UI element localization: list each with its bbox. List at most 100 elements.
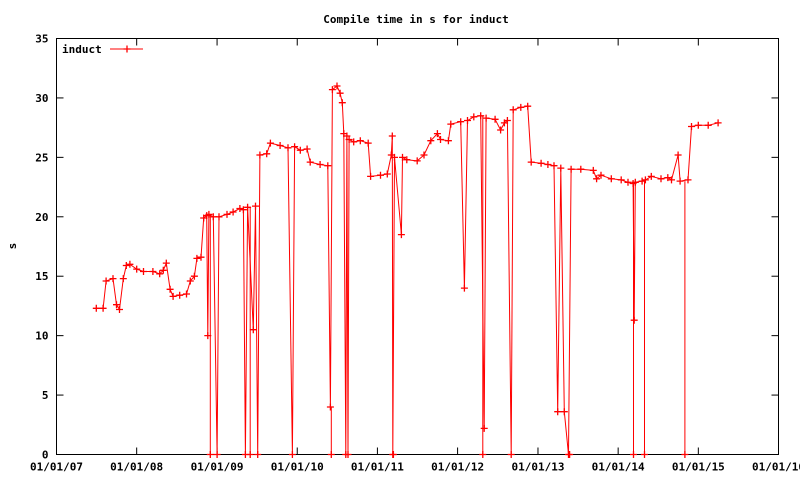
data-point-induct xyxy=(433,130,441,138)
data-point-induct xyxy=(641,176,649,184)
data-point-induct xyxy=(704,121,712,129)
x-tick-label: 01/01/13 xyxy=(511,461,564,474)
data-point-induct xyxy=(288,451,296,458)
data-point-induct xyxy=(102,277,110,285)
data-point-induct xyxy=(491,115,499,123)
data-point-induct xyxy=(338,99,346,107)
data-point-induct xyxy=(509,106,517,114)
data-point-induct xyxy=(336,89,344,97)
data-point-induct xyxy=(413,157,421,165)
data-point-induct xyxy=(524,102,532,110)
data-point-induct xyxy=(254,451,262,458)
data-point-induct xyxy=(464,117,471,124)
data-point-induct xyxy=(457,118,465,126)
data-point-induct xyxy=(480,424,488,432)
x-tick-label: 01/01/14 xyxy=(592,461,645,474)
data-point-induct xyxy=(176,291,184,299)
data-point-induct xyxy=(236,205,244,212)
data-point-induct xyxy=(205,210,213,218)
legend-label-induct: induct xyxy=(62,43,102,56)
data-point-induct xyxy=(694,121,702,129)
data-point-induct xyxy=(427,137,435,145)
data-point-induct xyxy=(249,326,257,334)
y-tick-label: 30 xyxy=(35,92,48,105)
data-point-induct xyxy=(647,172,655,180)
data-point-induct xyxy=(630,451,637,458)
data-point-induct xyxy=(593,175,601,183)
x-tick-label: 01/01/11 xyxy=(351,461,404,474)
data-point-induct xyxy=(252,202,259,210)
y-axis-label: s xyxy=(6,243,19,250)
data-point-induct xyxy=(92,304,100,312)
data-point-induct xyxy=(444,137,452,145)
data-point-induct xyxy=(399,153,406,161)
data-point-induct xyxy=(140,268,147,275)
data-point-induct xyxy=(156,270,164,278)
data-point-induct xyxy=(497,126,505,134)
data-point-induct xyxy=(364,139,372,147)
data-point-induct xyxy=(327,451,335,458)
data-point-induct xyxy=(326,403,334,411)
data-point-induct xyxy=(276,142,284,149)
data-point-induct xyxy=(557,164,565,172)
data-point-induct xyxy=(664,174,672,182)
data-point-induct xyxy=(597,171,605,179)
data-point-induct xyxy=(333,82,341,90)
data-point-induct xyxy=(684,176,692,184)
data-point-induct xyxy=(215,213,223,221)
data-point-induct xyxy=(517,103,525,111)
data-point-induct xyxy=(383,170,391,178)
data-point-induct xyxy=(470,113,478,121)
data-point-induct xyxy=(377,171,384,179)
data-point-induct xyxy=(460,284,468,292)
data-point-induct xyxy=(263,150,271,158)
data-point-induct xyxy=(589,166,597,174)
chart-title: Compile time in s for induct xyxy=(323,13,508,26)
data-point-induct xyxy=(681,451,689,458)
data-point-induct xyxy=(544,161,552,168)
data-point-induct xyxy=(213,451,221,458)
data-point-induct xyxy=(607,175,615,183)
data-point-induct xyxy=(162,259,170,267)
data-point-induct xyxy=(186,277,194,285)
data-point-induct xyxy=(197,253,205,261)
data-point-induct xyxy=(482,114,490,122)
data-point-induct xyxy=(183,290,190,298)
data-point-induct xyxy=(166,285,174,293)
data-point-induct xyxy=(256,151,264,159)
data-point-induct xyxy=(229,208,237,216)
x-tick-label: 01/01/12 xyxy=(431,461,484,474)
data-point-induct xyxy=(668,176,675,184)
data-point-induct xyxy=(246,451,254,458)
data-point-induct xyxy=(99,304,107,312)
data-point-induct xyxy=(239,206,247,214)
axis-ticks: 0 5 10 15 20 25 30 35 01/01/07 01/01/08 01/01/09 01… xyxy=(30,33,800,474)
data-point-induct xyxy=(133,265,141,273)
y-tick-label: 20 xyxy=(35,211,48,224)
data-point-induct xyxy=(479,451,487,458)
data-point-induct xyxy=(350,138,358,146)
data-point-induct xyxy=(617,176,625,184)
data-point-induct xyxy=(328,86,336,94)
y-tick-label: 5 xyxy=(42,389,49,402)
data-point-induct xyxy=(113,301,120,309)
data-point-induct xyxy=(437,136,444,143)
data-point-induct xyxy=(554,408,562,416)
data-point-induct xyxy=(126,260,134,268)
data-point-induct xyxy=(657,175,665,183)
data-point-induct xyxy=(641,451,648,458)
x-tick-label: 01/01/15 xyxy=(672,461,725,474)
data-point-induct xyxy=(306,158,314,166)
data-point-induct xyxy=(403,156,411,164)
data-point-induct xyxy=(223,210,231,218)
data-point-induct xyxy=(397,231,405,239)
x-tick-label: 01/01/09 xyxy=(191,461,244,474)
data-point-induct xyxy=(507,451,515,458)
data-point-induct xyxy=(537,159,545,167)
data-point-induct xyxy=(391,153,398,161)
data-point-induct xyxy=(109,275,117,283)
data-point-induct xyxy=(324,162,332,170)
series-induct xyxy=(92,82,722,458)
data-point-induct xyxy=(577,165,585,173)
data-point-induct xyxy=(624,178,632,186)
